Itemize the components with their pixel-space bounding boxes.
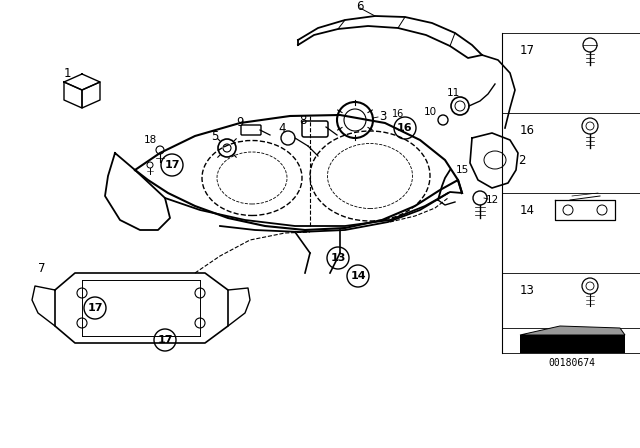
Text: 16: 16 <box>520 124 535 137</box>
Text: 13: 13 <box>520 284 535 297</box>
Text: 16: 16 <box>397 123 413 133</box>
Text: 17: 17 <box>87 303 103 313</box>
Text: 13: 13 <box>330 253 346 263</box>
Text: 1: 1 <box>63 66 71 79</box>
Text: 14: 14 <box>520 203 535 216</box>
Text: 2: 2 <box>518 154 525 167</box>
Text: 12: 12 <box>485 195 499 205</box>
Text: 18: 18 <box>143 135 157 145</box>
Text: 10: 10 <box>424 107 436 117</box>
Text: 00180674: 00180674 <box>548 358 595 368</box>
Text: 4: 4 <box>278 121 285 134</box>
Text: 16: 16 <box>392 109 404 119</box>
Text: 14: 14 <box>350 271 366 281</box>
Text: 8: 8 <box>300 113 307 126</box>
Polygon shape <box>520 326 625 335</box>
Text: 9: 9 <box>236 116 244 129</box>
Bar <box>520 335 625 353</box>
Text: 15: 15 <box>456 165 468 175</box>
Text: 5: 5 <box>211 129 219 142</box>
Text: 17: 17 <box>157 335 173 345</box>
Text: 17: 17 <box>164 160 180 170</box>
Text: 7: 7 <box>38 262 45 275</box>
Text: 6: 6 <box>356 0 364 13</box>
Text: 11: 11 <box>446 88 460 98</box>
Text: 3: 3 <box>380 109 387 122</box>
Text: 17: 17 <box>520 43 535 56</box>
